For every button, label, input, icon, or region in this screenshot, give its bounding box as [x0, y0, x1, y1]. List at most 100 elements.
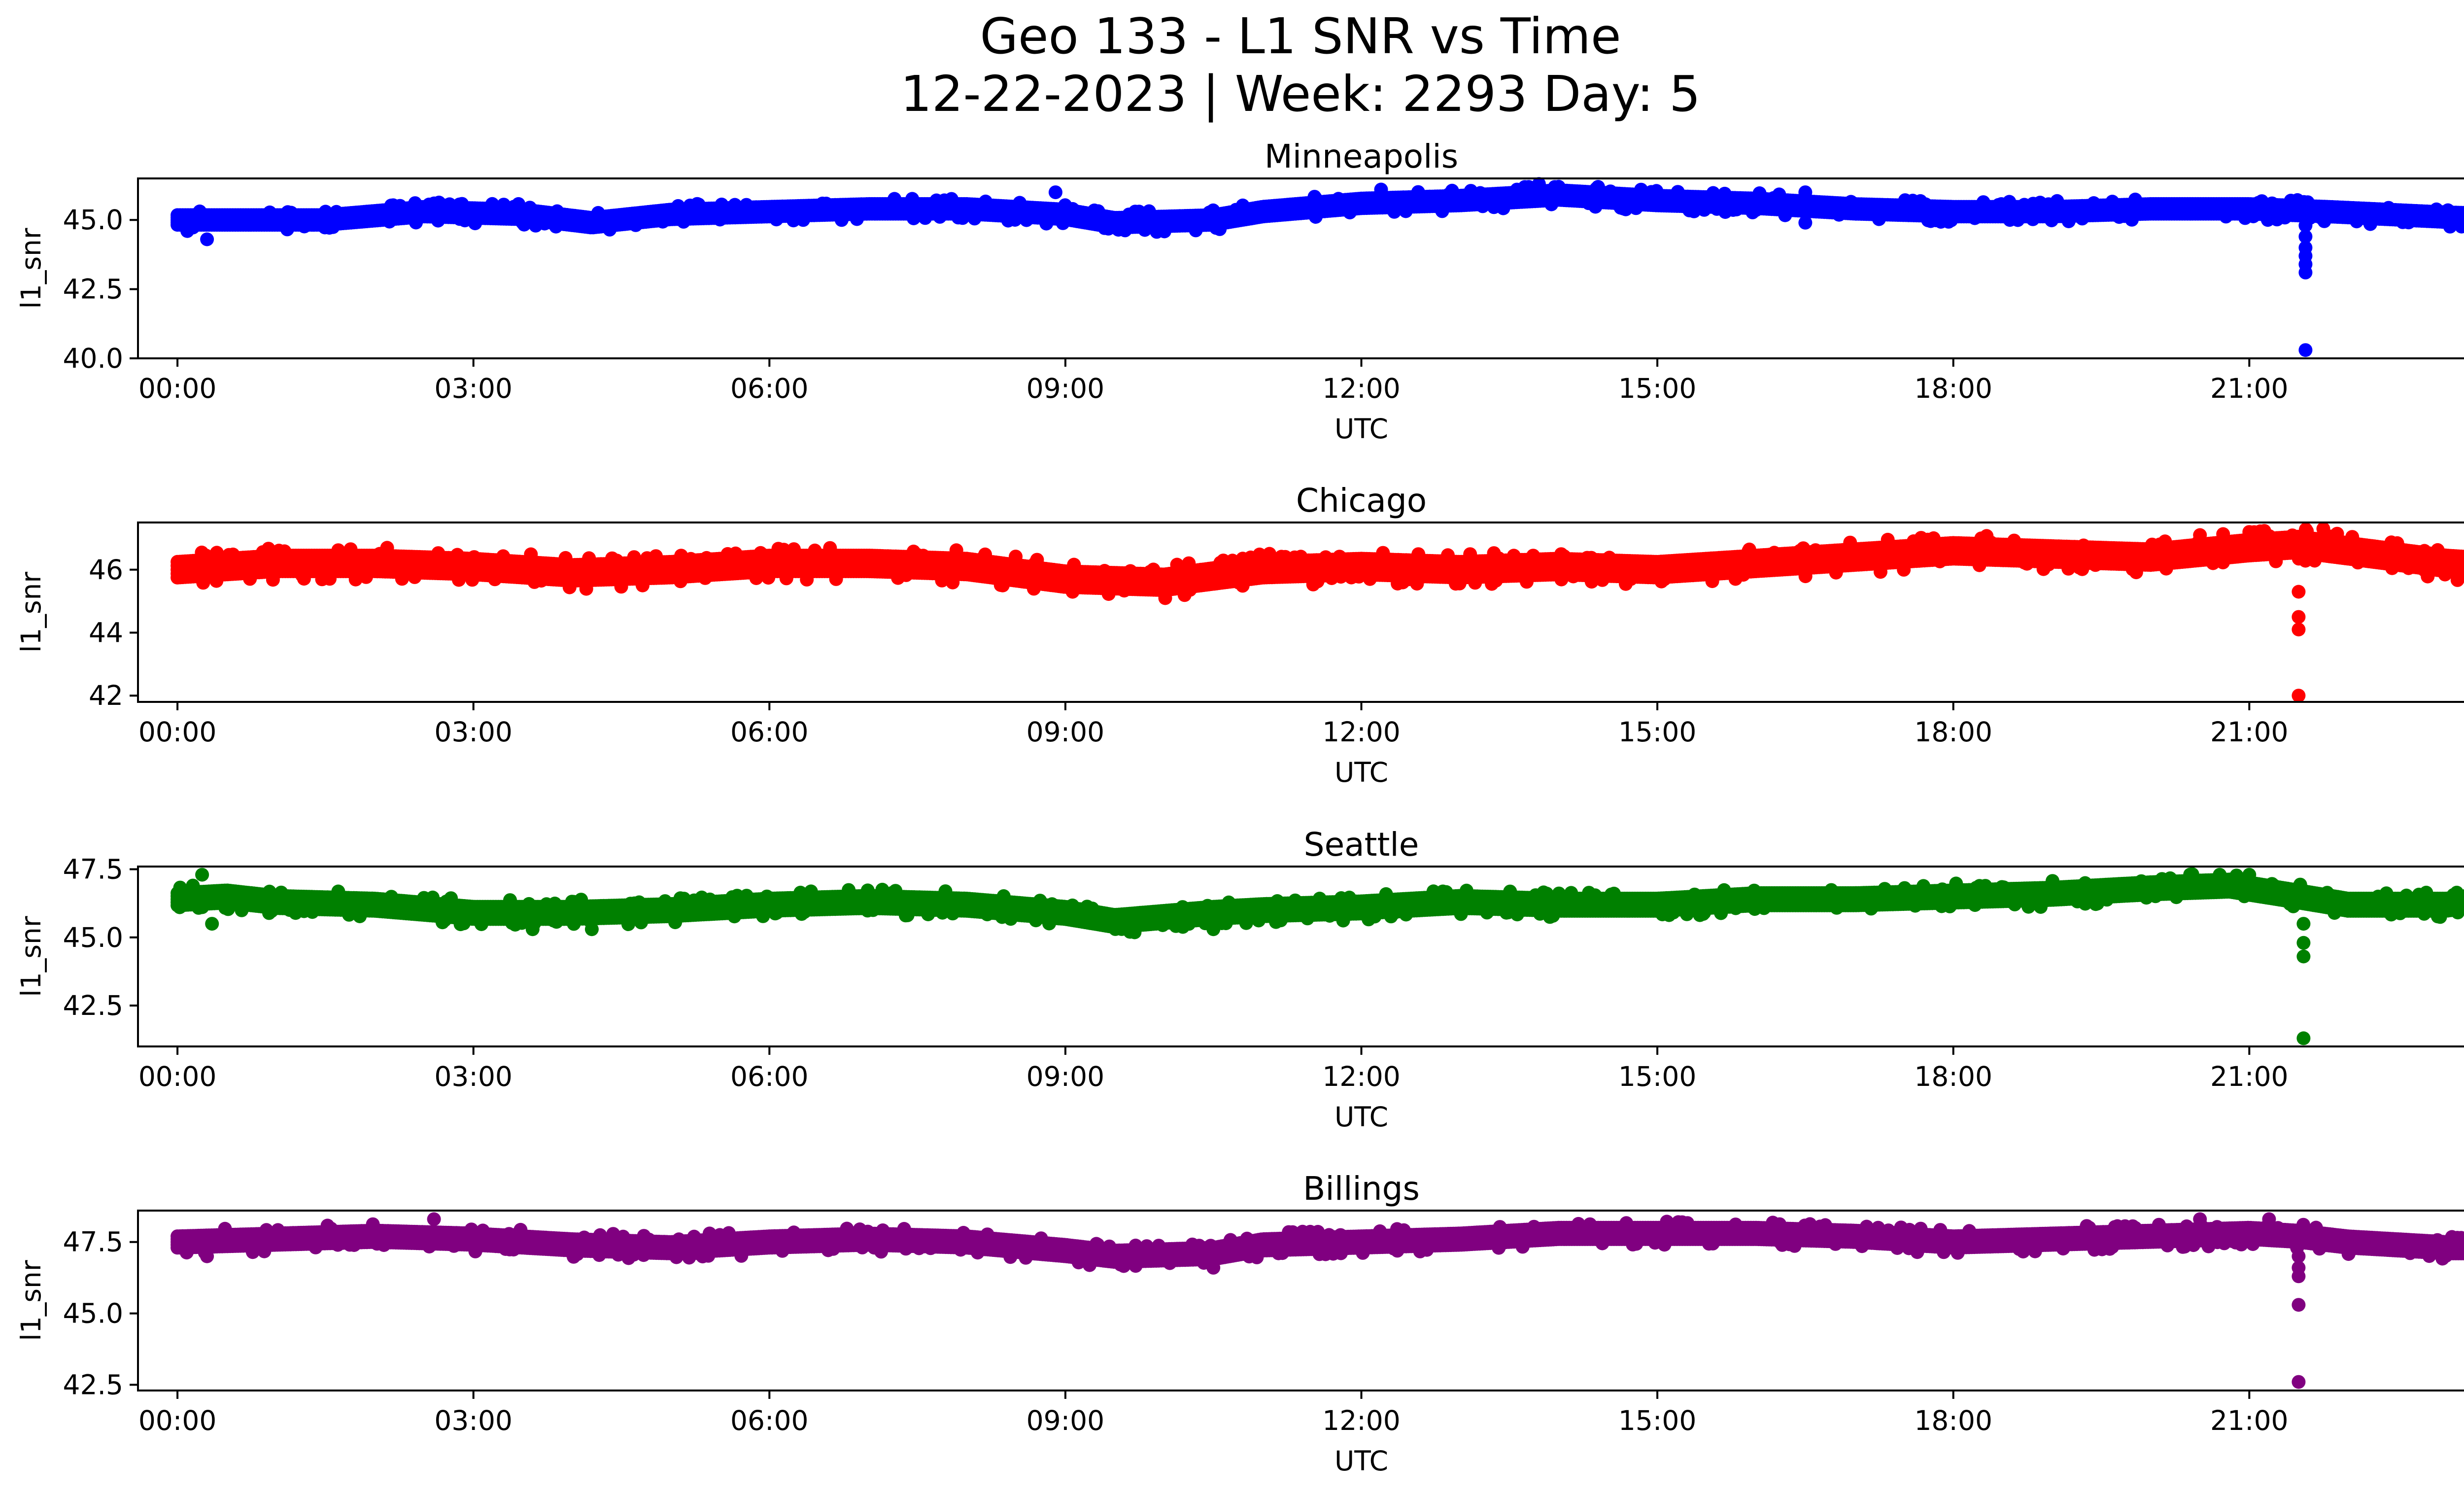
data-point — [2363, 217, 2377, 231]
data-point — [905, 192, 920, 206]
data-point — [1013, 196, 1027, 210]
data-point — [431, 213, 445, 228]
data-point — [1717, 186, 1732, 201]
data-point — [2317, 214, 2331, 228]
data-point — [2003, 213, 2017, 227]
data-point — [1202, 206, 1217, 219]
data-point — [1682, 203, 1697, 217]
data-point — [796, 213, 810, 227]
data-point — [1157, 224, 1171, 239]
data-point — [1189, 223, 1203, 238]
data-point — [1496, 201, 1510, 215]
figure-title-line2: 12-22-2023 | Week: 2293 Day: 5 — [900, 65, 1700, 123]
data-point — [2260, 213, 2275, 227]
subplot-title: Minneapolis — [1265, 138, 1458, 175]
data-point — [1411, 185, 1425, 199]
data-point — [816, 196, 829, 210]
x-axis-label: UTC — [1335, 757, 1388, 788]
y-tick-label: 42.5 — [63, 274, 123, 305]
data-point — [1209, 221, 1223, 235]
data-point — [1445, 183, 1459, 198]
data-point — [2396, 215, 2410, 229]
x-tick-label: 00:00 — [138, 373, 217, 404]
data-point — [2128, 192, 2142, 207]
data-point — [2106, 196, 2120, 210]
data-point — [1399, 204, 1413, 218]
data-point — [2265, 196, 2279, 210]
data-point — [677, 214, 691, 229]
data-point — [739, 198, 753, 212]
data-point — [951, 210, 965, 225]
y-axis-label: l1_snr — [15, 572, 47, 653]
data-point — [523, 201, 537, 215]
data-point — [497, 198, 511, 212]
data-point — [1307, 190, 1322, 204]
data-point — [1872, 212, 1886, 226]
data-point — [715, 197, 729, 211]
x-tick-label: 12:00 — [1322, 373, 1401, 404]
data-point — [1473, 186, 1487, 200]
data-point — [1671, 185, 1685, 199]
data-point — [408, 196, 422, 210]
data-point — [937, 193, 952, 208]
data-point — [1048, 185, 1062, 200]
data-point — [1944, 213, 1958, 227]
data-point — [318, 205, 333, 219]
data-point — [1235, 198, 1250, 212]
data-point — [967, 211, 982, 226]
x-axis-label: UTC — [1335, 413, 1388, 445]
x-tick-label: 18:00 — [1914, 373, 1992, 404]
data-point — [1752, 186, 1767, 200]
data-point — [1649, 184, 1664, 198]
data-point — [2441, 203, 2455, 217]
x-tick-label: 03:00 — [434, 373, 513, 404]
data-point — [2061, 214, 2076, 228]
data-point — [1616, 202, 1630, 215]
data-point — [280, 222, 294, 237]
data-point — [2118, 209, 2131, 223]
subplot-title: Chicago — [1296, 482, 1427, 520]
data-point — [2381, 201, 2396, 215]
x-tick-label: 15:00 — [1618, 373, 1697, 404]
data-point — [1697, 203, 1711, 217]
data-point — [2219, 209, 2233, 224]
data-point — [655, 214, 670, 229]
data-point — [1798, 215, 1813, 230]
data-point — [180, 224, 195, 238]
data-point — [1976, 195, 1990, 209]
data-point — [2278, 210, 2292, 225]
data-point — [322, 221, 337, 235]
data-point — [393, 199, 407, 213]
x-tick-label: 09:00 — [1027, 373, 1105, 404]
data-point — [1475, 199, 1490, 213]
data-point — [603, 222, 617, 237]
data-point — [193, 204, 207, 218]
data-point — [713, 212, 727, 227]
data-point — [671, 199, 685, 213]
series-points — [171, 177, 2464, 357]
data-point — [1091, 204, 1105, 218]
data-point — [538, 216, 552, 231]
data-point — [1544, 197, 1559, 211]
y-tick-label: 45.0 — [63, 204, 123, 236]
data-point — [1629, 201, 1643, 215]
data-point — [1101, 221, 1116, 236]
data-point — [2298, 265, 2313, 279]
data-point — [468, 216, 482, 231]
data-point — [1374, 182, 1388, 197]
series-points — [171, 522, 2464, 703]
figure-title-line1: Geo 133 - L1 SNR vs Time — [980, 7, 1621, 65]
data-point — [284, 206, 298, 220]
data-point — [455, 197, 469, 211]
data-point — [1778, 208, 1792, 222]
data-point — [1588, 200, 1603, 214]
data-point — [2298, 343, 2313, 357]
data-point — [1551, 179, 1566, 194]
data-point — [1332, 192, 1345, 206]
data-point — [1058, 198, 1072, 212]
data-point — [1343, 206, 1357, 220]
data-point — [683, 198, 697, 212]
